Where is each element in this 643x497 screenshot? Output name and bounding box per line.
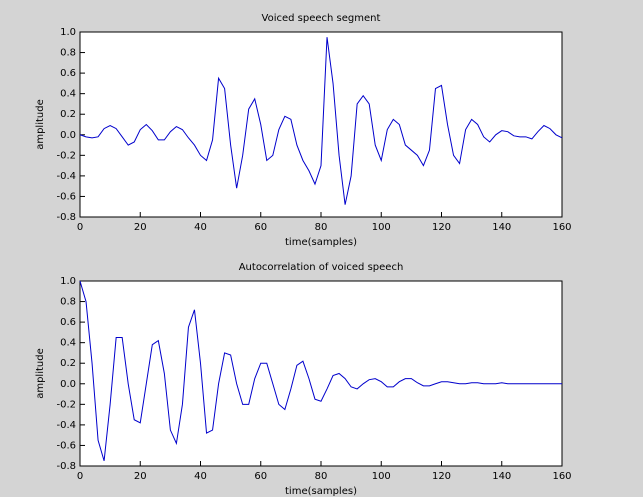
x-tick-label: 20 [134,471,147,482]
chart-title: Autocorrelation of voiced speech [239,262,404,273]
y-tick-label: 0.8 [60,48,76,59]
x-tick-label: 140 [492,222,511,233]
plot-area [79,31,563,218]
x-tick-label: 0 [77,222,83,233]
y-tick-label: 0.6 [60,68,76,79]
signal-line [79,280,562,462]
y-tick-label: -0.4 [56,171,76,182]
plot-area [79,280,563,467]
x-tick-label: 20 [134,222,147,233]
y-axis-label: amplitude [35,99,46,150]
x-tick-label: 120 [432,471,451,482]
x-tick-label: 140 [492,471,511,482]
x-tick-label: 80 [315,471,328,482]
x-axis-label: time(samples) [285,486,357,497]
x-tick-label: 80 [315,222,328,233]
y-tick-label: 0.6 [60,317,76,328]
x-tick-label: 60 [254,471,267,482]
y-tick-label: 1.0 [60,27,76,38]
y-tick-label: -0.8 [56,212,76,223]
y-tick-label: 1.0 [60,276,76,287]
x-tick-label: 100 [372,222,391,233]
y-tick-label: -0.8 [56,461,76,472]
y-tick-label: -0.2 [56,150,76,161]
x-tick-label: 0 [77,471,83,482]
y-tick-label: -0.6 [56,440,76,451]
x-axis-label: time(samples) [285,237,357,248]
x-tick-label: 120 [432,222,451,233]
x-tick-label: 160 [552,222,571,233]
chart-title: Voiced speech segment [262,13,381,24]
y-tick-label: -0.6 [56,191,76,202]
x-tick-label: 160 [552,471,571,482]
y-tick-label: 0.0 [60,379,76,390]
y-tick-label: 0.2 [60,358,76,369]
y-tick-label: 0.0 [60,130,76,141]
signal-line [79,37,563,205]
x-tick-label: 40 [194,222,207,233]
y-axis-label: amplitude [35,348,46,399]
x-tick-label: 40 [194,471,207,482]
y-tick-label: -0.2 [56,399,76,410]
y-tick-label: -0.4 [56,420,76,431]
y-tick-label: 0.4 [60,89,76,100]
x-tick-label: 100 [372,471,391,482]
y-tick-label: 0.8 [60,297,76,308]
y-tick-label: 0.4 [60,338,76,349]
y-tick-label: 0.2 [60,109,76,120]
x-tick-label: 60 [254,222,267,233]
